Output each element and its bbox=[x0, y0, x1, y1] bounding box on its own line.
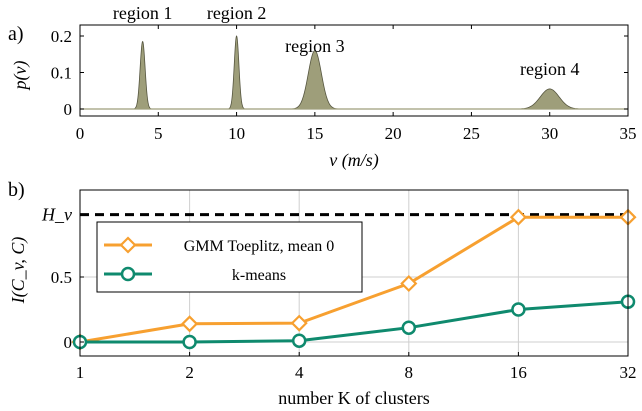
x-tick-label: 32 bbox=[620, 363, 637, 382]
legend-marker-diamond bbox=[119, 236, 137, 254]
y-tick-label: 0 bbox=[64, 100, 73, 119]
legend: GMM Toeplitz, mean 0 k-means bbox=[96, 221, 363, 293]
panel-a-x-label: v (m/s) bbox=[329, 150, 378, 171]
x-tick-label: 15 bbox=[306, 124, 323, 143]
data-point-circle bbox=[401, 320, 417, 335]
panel-a-label: a) bbox=[8, 23, 24, 45]
panel-a-x-ticks: 0 5 10 15 20 25 30 35 bbox=[76, 25, 637, 143]
region-label-1: region 1 bbox=[113, 3, 172, 23]
x-tick-label: 25 bbox=[463, 124, 480, 143]
legend-marker-circle bbox=[120, 266, 136, 282]
panel-b-x-ticks: 1 2 4 8 16 32 bbox=[76, 352, 637, 382]
y-tick-label: 0.2 bbox=[51, 27, 72, 46]
data-point-diamond bbox=[181, 315, 199, 333]
panel-b: b) H_v 1 2 4 8 16 32 00.5 GMM Toeplitz, mean … bbox=[8, 179, 637, 408]
density-fills bbox=[80, 35, 628, 110]
region-labels: region 1 region 2 region 3 region 4 bbox=[113, 3, 580, 79]
x-tick-label: 8 bbox=[405, 363, 414, 382]
data-point-circle bbox=[182, 334, 197, 350]
region-label-4: region 4 bbox=[520, 59, 579, 79]
legend-box bbox=[96, 221, 363, 293]
x-tick-label: 20 bbox=[385, 124, 402, 143]
panel-a-y-ticks: 0 0.1 0.2 bbox=[51, 27, 628, 119]
x-tick-label: 1 bbox=[76, 363, 85, 382]
series-line-1 bbox=[79, 215, 628, 344]
entropy-reference-label: H_v bbox=[41, 205, 72, 225]
panel-a-frame bbox=[79, 24, 629, 117]
panel-b-y-ticks: 00.5 bbox=[51, 268, 84, 352]
density-peak-1 bbox=[132, 40, 154, 110]
y-tick-label: 0.1 bbox=[51, 64, 72, 83]
panel-b-y-label: I(C_v, C) bbox=[8, 237, 29, 305]
data-point-circle bbox=[511, 302, 526, 317]
x-tick-label: 2 bbox=[185, 363, 194, 382]
panel-b-label: b) bbox=[8, 179, 25, 201]
panel-a-y-label: p(v) bbox=[10, 61, 31, 92]
x-tick-label: 0 bbox=[76, 124, 85, 143]
y-tick-label: 0.5 bbox=[51, 268, 72, 287]
x-tick-label: 10 bbox=[228, 124, 245, 143]
region-label-2: region 2 bbox=[207, 3, 266, 23]
x-tick-label: 30 bbox=[541, 124, 558, 143]
panel-a: a) 0 5 10 15 20 25 30 35 00.10.2 region 1 region… bbox=[8, 3, 637, 171]
series-line-2 bbox=[80, 300, 629, 344]
x-tick-label: 4 bbox=[295, 363, 304, 382]
legend-label: k-means bbox=[232, 267, 286, 284]
panel-b-x-label: number K of clusters bbox=[278, 388, 429, 408]
x-tick-label: 35 bbox=[620, 124, 637, 143]
data-point-circle bbox=[291, 333, 307, 348]
panel-b-series bbox=[71, 208, 637, 351]
y-tick-label: 0 bbox=[64, 333, 73, 352]
density-peak-4 bbox=[511, 88, 588, 110]
region-label-3: region 3 bbox=[285, 36, 344, 56]
data-point-diamond bbox=[509, 208, 527, 226]
legend-label: GMM Toeplitz, mean 0 bbox=[184, 238, 335, 255]
x-tick-label: 5 bbox=[154, 124, 163, 143]
density-peak-3 bbox=[288, 50, 342, 110]
data-point-diamond bbox=[290, 314, 308, 332]
data-point-diamond bbox=[400, 274, 418, 293]
panel-b-frame bbox=[79, 189, 629, 357]
x-tick-label: 16 bbox=[510, 363, 527, 382]
density-peak-2 bbox=[226, 35, 247, 110]
